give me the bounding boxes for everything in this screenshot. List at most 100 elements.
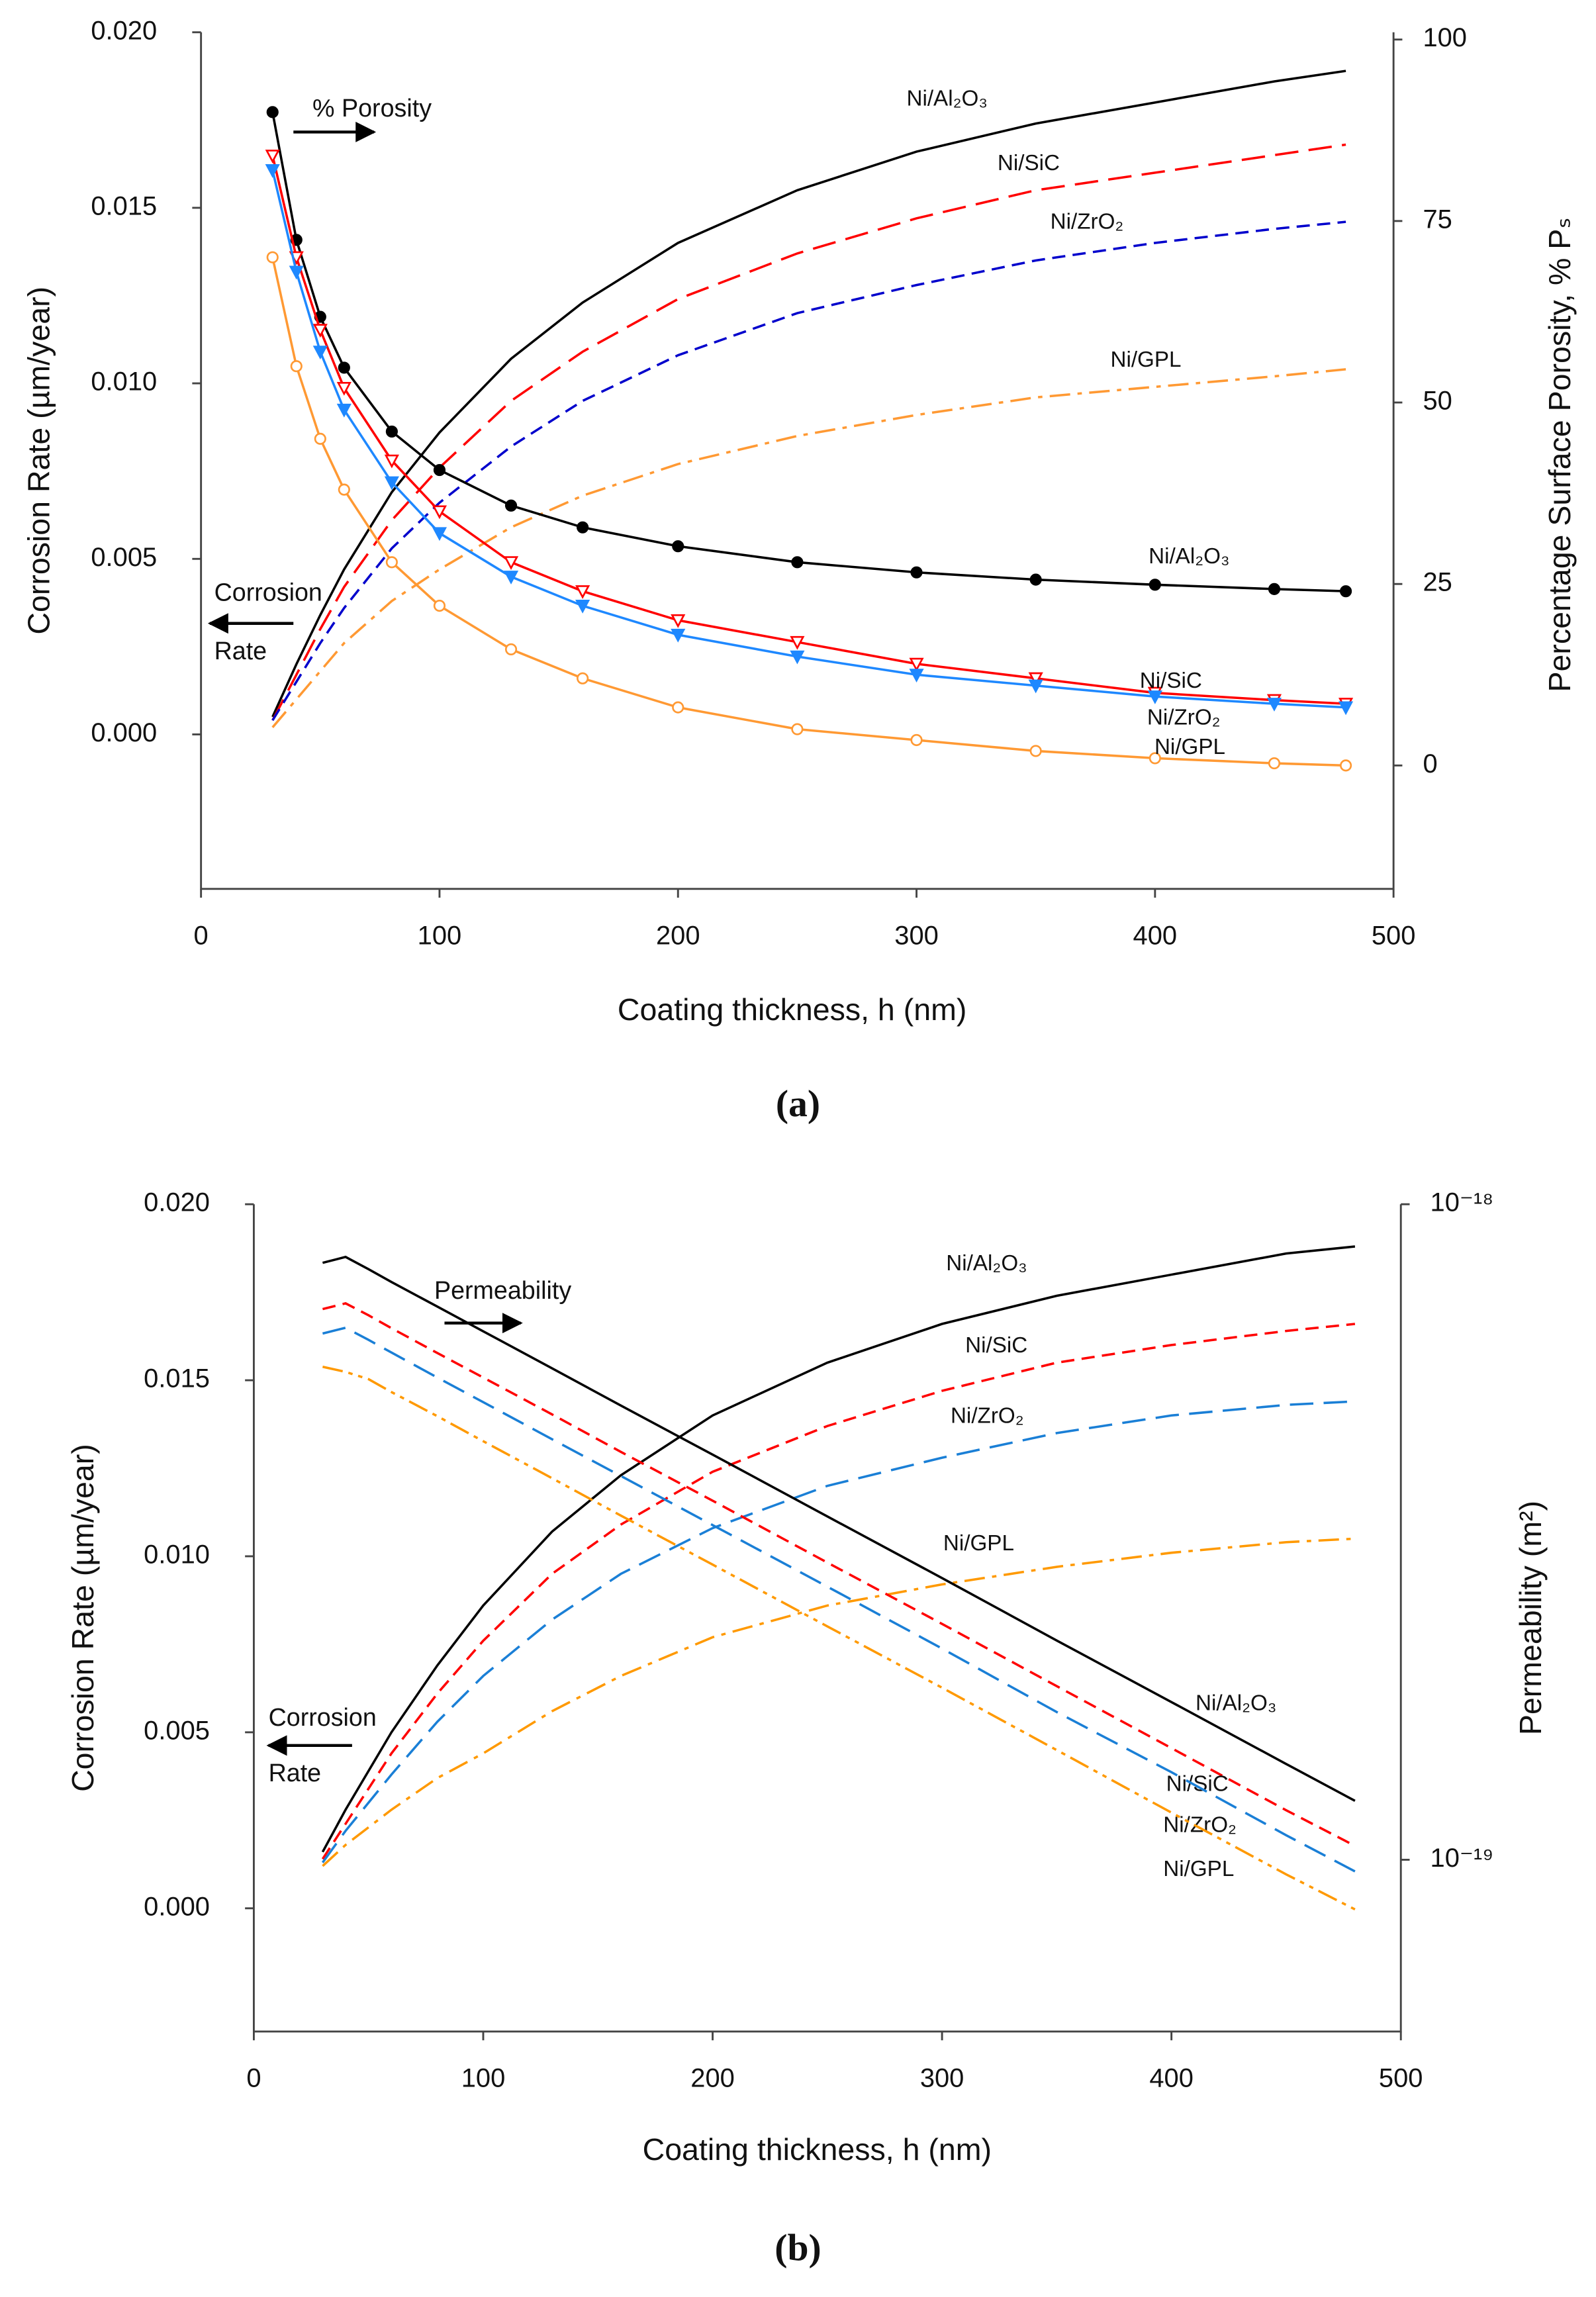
y-tick-label: 0.005 xyxy=(91,543,157,572)
series-label: Ni/SiC xyxy=(1140,669,1202,693)
marker xyxy=(577,521,589,534)
marker xyxy=(384,476,399,491)
marker xyxy=(314,432,326,445)
y2-tick-label: 0 xyxy=(1423,749,1437,778)
series-line xyxy=(271,220,1346,722)
marker xyxy=(1028,679,1043,694)
series-line xyxy=(322,1302,1356,1848)
series-label: Ni/Al₂O₃ xyxy=(946,1251,1027,1276)
marker xyxy=(909,669,924,682)
x-tick-label: 200 xyxy=(690,2064,735,2093)
y-tick-label: 0.010 xyxy=(91,367,157,397)
marker xyxy=(504,643,518,655)
y2-tick-label: 10⁻¹⁹ xyxy=(1431,1844,1494,1873)
marker xyxy=(385,556,398,569)
marker xyxy=(432,527,447,541)
marker xyxy=(504,499,518,512)
marker xyxy=(1268,757,1281,770)
series-label: Ni/ZrO₂ xyxy=(1163,1812,1237,1837)
y-tick-label: 0.000 xyxy=(144,1892,210,1921)
marker xyxy=(289,265,304,280)
y-tick-label: 0.010 xyxy=(144,1540,210,1570)
series-line xyxy=(322,1255,1356,1803)
marker xyxy=(1268,583,1281,595)
x-tick-label: 100 xyxy=(418,921,462,950)
marker xyxy=(266,251,279,263)
series-label: Ni/GPL xyxy=(1110,348,1181,372)
marker xyxy=(266,106,279,118)
marker xyxy=(385,425,398,438)
y-axis-label: Corrosion Rate (µm/year) xyxy=(21,287,56,635)
x-tick-label: 400 xyxy=(1149,2064,1194,2093)
annotation: Rate xyxy=(214,637,267,665)
y-tick-label: 0.005 xyxy=(144,1716,210,1745)
marker xyxy=(312,324,328,338)
x-tick-label: 500 xyxy=(1379,2064,1423,2093)
series-label: Ni/ZrO₂ xyxy=(1051,210,1124,234)
y-tick-label: 0.015 xyxy=(91,191,157,220)
marker xyxy=(1339,585,1352,598)
marker xyxy=(1266,698,1282,712)
y-tick-label: 0.020 xyxy=(91,16,157,45)
series-line xyxy=(322,1537,1355,1867)
x-tick-label: 300 xyxy=(894,921,939,950)
series-line xyxy=(271,143,1346,722)
x-tick-label: 0 xyxy=(194,921,209,950)
marker xyxy=(1149,752,1161,765)
y-tick-label: 0.000 xyxy=(91,718,157,747)
y2-tick-label: 10⁻¹⁸ xyxy=(1431,1188,1494,1217)
marker xyxy=(791,556,804,569)
axes xyxy=(200,32,1395,890)
marker xyxy=(265,150,280,164)
series-line xyxy=(271,112,1346,592)
caption: (b) xyxy=(775,2227,821,2269)
y2-tick-label: 100 xyxy=(1423,23,1467,52)
series-line xyxy=(321,1400,1355,1863)
series-label: Ni/Al₂O₃ xyxy=(1149,544,1229,569)
marker xyxy=(790,635,805,650)
axes xyxy=(252,1204,1402,2033)
series-line xyxy=(321,1245,1356,1853)
x-tick-label: 400 xyxy=(1133,921,1178,950)
marker xyxy=(577,672,589,684)
series-label: Ni/GPL xyxy=(1163,1857,1234,1881)
y-tick-label: 0.015 xyxy=(144,1364,210,1393)
marker xyxy=(433,600,446,612)
marker xyxy=(1339,759,1352,772)
y2-tick-label: 50 xyxy=(1423,387,1452,416)
annotation: Corrosion xyxy=(269,1703,377,1731)
x-tick-label: 300 xyxy=(920,2064,964,2093)
marker xyxy=(503,556,519,570)
annotation: % Porosity xyxy=(312,94,432,122)
marker xyxy=(503,571,519,585)
marker xyxy=(1147,690,1162,704)
y-axis-label: Corrosion Rate (µm/year) xyxy=(66,1444,100,1792)
marker xyxy=(672,701,684,714)
marker xyxy=(265,164,280,178)
x-tick-label: 0 xyxy=(246,2064,261,2093)
y2-tick-label: 75 xyxy=(1423,205,1452,234)
series-line xyxy=(322,1366,1356,1911)
x-tick-label: 100 xyxy=(461,2064,506,2093)
marker xyxy=(1338,701,1354,716)
marker xyxy=(671,628,686,643)
marker xyxy=(384,454,399,469)
series-label: Ni/SiC xyxy=(965,1333,1027,1358)
series-label: Ni/Al₂O₃ xyxy=(906,86,987,111)
series-label: Ni/ZrO₂ xyxy=(1147,706,1221,730)
series-label: Ni/GPL xyxy=(943,1531,1014,1556)
series-label: Ni/Al₂O₃ xyxy=(1196,1691,1276,1716)
series-label: Ni/GPL xyxy=(1154,735,1225,759)
marker xyxy=(910,566,923,579)
x-axis-label: Coating thickness, h (nm) xyxy=(618,992,966,1027)
marker xyxy=(338,483,350,496)
x-tick-label: 200 xyxy=(656,921,700,950)
annotation: Rate xyxy=(269,1759,322,1787)
marker xyxy=(432,505,447,520)
marker xyxy=(791,723,804,735)
series-label: Ni/SiC xyxy=(998,151,1060,175)
x-tick-label: 500 xyxy=(1372,921,1416,950)
marker xyxy=(671,614,686,628)
